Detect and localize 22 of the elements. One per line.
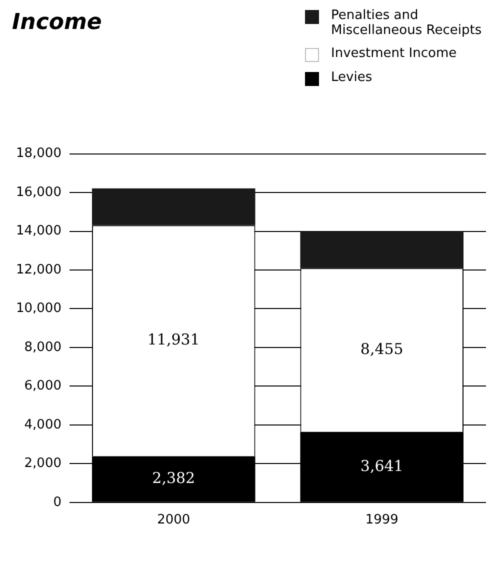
y-tick-label: 10,000 bbox=[16, 301, 62, 316]
data-label: 11,931 bbox=[147, 330, 200, 349]
y-tick-label: 2,000 bbox=[24, 456, 62, 472]
data-label: 8,455 bbox=[360, 340, 404, 358]
bar bbox=[300, 231, 464, 268]
chart-title: Income bbox=[11, 9, 102, 35]
data-label: 2,382 bbox=[152, 468, 196, 487]
legend-label: Levies bbox=[331, 70, 372, 85]
y-tick-label: 0 bbox=[53, 494, 62, 510]
y-tick-label: 12,000 bbox=[16, 262, 62, 278]
legend-label: Penalties and Miscellaneous Receipts bbox=[331, 8, 483, 38]
y-tick-label: 8,000 bbox=[24, 340, 62, 355]
x-tick-label: 2000 bbox=[157, 512, 190, 528]
legend-label: Investment Income bbox=[331, 46, 457, 61]
y-tick-label: 16,000 bbox=[16, 184, 62, 200]
y-tick-label: 14,000 bbox=[16, 224, 62, 239]
y-tick-label: 18,000 bbox=[16, 146, 62, 162]
bar bbox=[92, 188, 256, 226]
x-tick-label: 1999 bbox=[365, 512, 398, 528]
y-tick-label: 4,000 bbox=[24, 417, 62, 432]
data-label: 3,641 bbox=[360, 456, 404, 475]
y-tick-label: 6,000 bbox=[24, 378, 62, 394]
